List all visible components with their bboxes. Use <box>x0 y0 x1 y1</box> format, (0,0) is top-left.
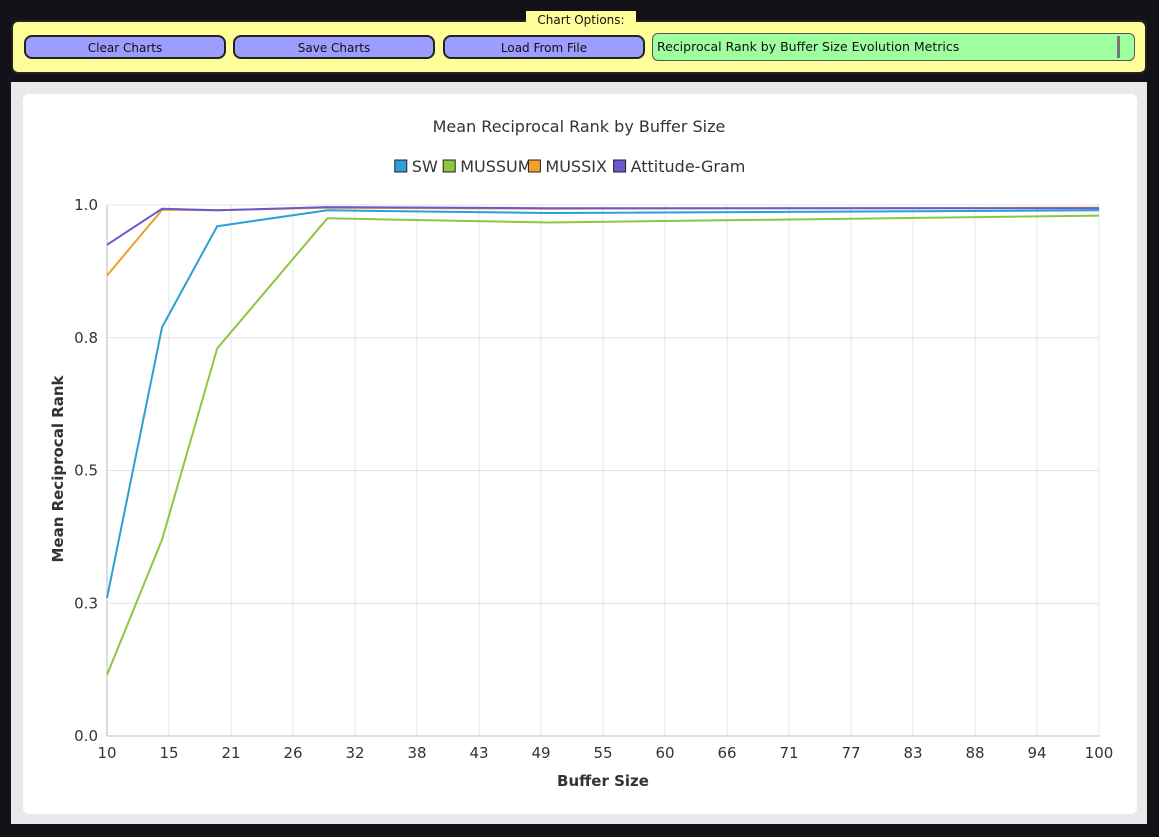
x-tick-label: 43 <box>469 744 488 762</box>
x-tick-label: 100 <box>1085 744 1114 762</box>
series-line-mussum <box>106 214 1100 676</box>
chart-grid <box>106 204 1100 737</box>
load-from-file-button[interactable]: Load From File <box>443 35 645 59</box>
y-tick-label: 0.0 <box>74 727 98 745</box>
chart-options-legend: Chart Options: <box>526 11 636 29</box>
x-tick-label: 60 <box>655 744 674 762</box>
x-tick-label: 15 <box>159 744 178 762</box>
legend-label-sw: SW <box>412 157 438 176</box>
series-line-sw <box>106 209 1100 599</box>
x-tick-label: 66 <box>717 744 736 762</box>
x-tick-label: 94 <box>1027 744 1046 762</box>
x-tick-label: 71 <box>779 744 798 762</box>
legend-label-mussix: MUSSIX <box>545 157 607 176</box>
legend-swatch-mussum <box>442 159 456 173</box>
y-tick-label: 0.5 <box>74 462 98 480</box>
x-tick-label: 38 <box>407 744 426 762</box>
y-tick-label: 0.3 <box>74 594 98 612</box>
x-tick-label: 10 <box>97 744 116 762</box>
x-tick-label: 77 <box>841 744 860 762</box>
chart-title: Mean Reciprocal Rank by Buffer Size <box>433 117 726 136</box>
x-tick-label: 32 <box>345 744 364 762</box>
chart-select-value: Reciprocal Rank by Buffer Size Evolution… <box>657 39 960 54</box>
series-lines <box>106 206 1100 676</box>
x-tick-labels: 10 15 21 26 32 38 43 49 55 60 66 71 77 83 88 94 100 <box>97 744 1113 762</box>
legend-swatch-sw <box>394 159 408 173</box>
legend-swatch-attitude-gram <box>613 159 627 173</box>
chart-legend: SW MUSSUM MUSSIX Attitude-Gram <box>394 157 746 176</box>
y-axis-label: Mean Reciprocal Rank <box>49 374 67 562</box>
series-line-attitude-gram <box>106 206 1099 246</box>
x-tick-label: 55 <box>593 744 612 762</box>
legend-label-attitude-gram: Attitude-Gram <box>631 157 746 176</box>
y-tick-label: 0.8 <box>74 329 98 347</box>
x-tick-label: 26 <box>283 744 302 762</box>
legend-swatch-mussix <box>527 159 541 173</box>
x-axis-label: Buffer Size <box>557 772 649 790</box>
clear-charts-button[interactable]: Clear Charts <box>24 35 226 59</box>
legend-label-mussum: MUSSUM <box>460 157 531 176</box>
chart-card <box>23 94 1137 814</box>
chart-select[interactable]: Reciprocal Rank by Buffer Size Evolution… <box>652 33 1135 61</box>
x-tick-label: 21 <box>221 744 240 762</box>
select-scrollbar-thumb[interactable] <box>1117 36 1120 58</box>
y-tick-labels: 0.0 0.3 0.5 0.8 1.0 <box>74 196 98 745</box>
x-tick-label: 83 <box>903 744 922 762</box>
x-tick-label: 49 <box>531 744 550 762</box>
x-tick-label: 88 <box>965 744 984 762</box>
y-tick-label: 1.0 <box>74 196 98 214</box>
save-charts-button[interactable]: Save Charts <box>233 35 435 59</box>
chart-axes <box>106 205 1099 737</box>
